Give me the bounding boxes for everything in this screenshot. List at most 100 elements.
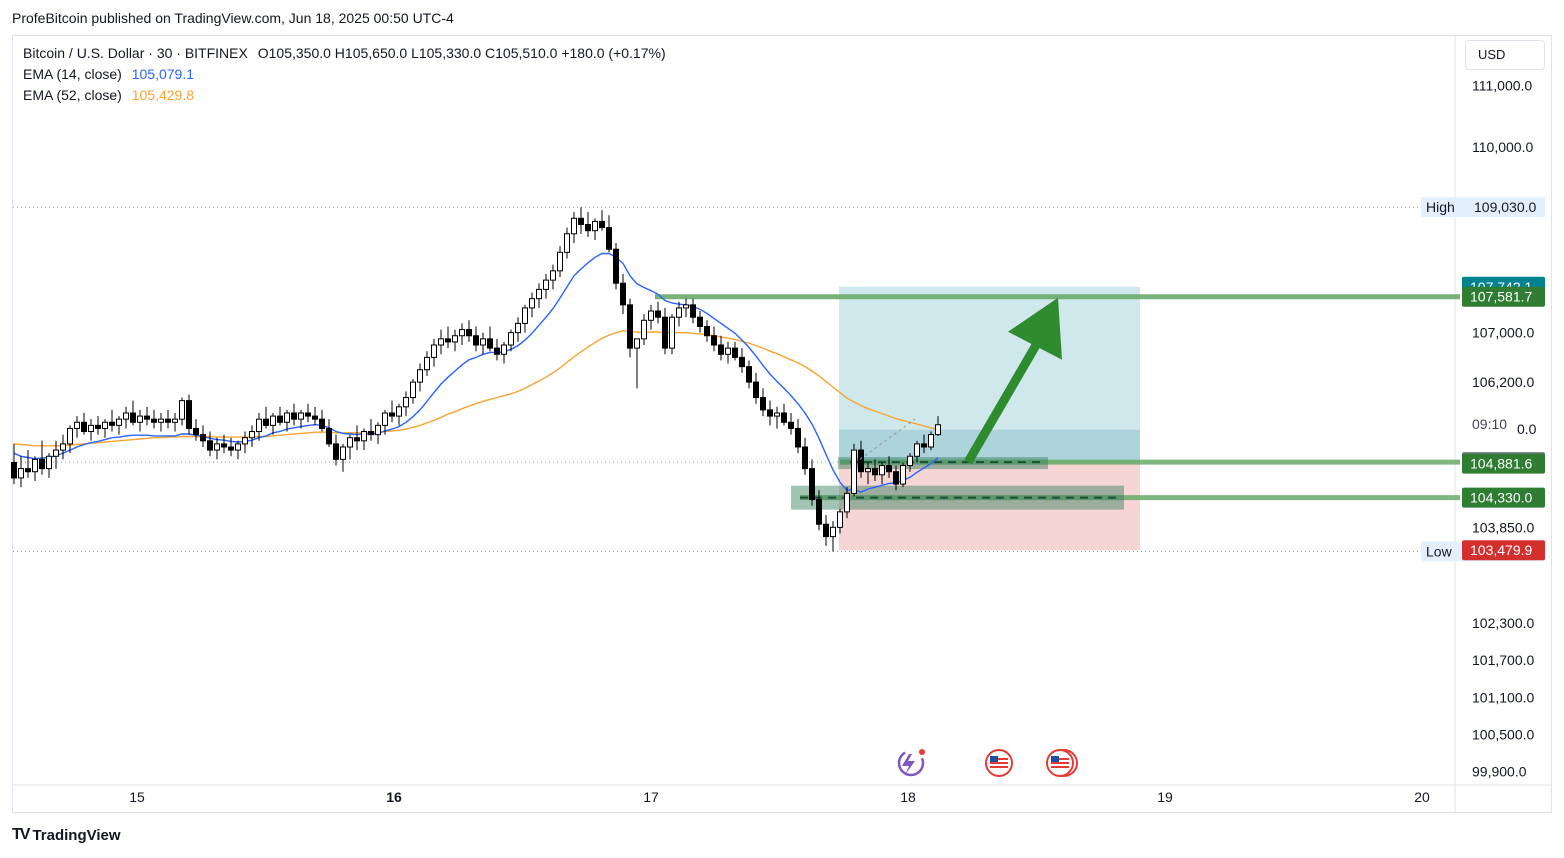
candle-body	[487, 338, 493, 349]
candle-body	[326, 427, 332, 445]
candle-body	[634, 338, 640, 349]
candle-body	[886, 465, 892, 473]
lightning-sparkle-icon	[897, 749, 925, 777]
price-label-bg	[1462, 453, 1545, 474]
candle-body	[214, 443, 220, 451]
candle-body	[473, 335, 479, 346]
candle-body	[46, 455, 52, 470]
candle-body	[172, 418, 178, 423]
x-tick-label: 15	[129, 789, 145, 805]
candle-body	[578, 217, 584, 225]
candle-body	[655, 310, 661, 318]
candle-body	[529, 298, 535, 309]
candle-body	[599, 220, 605, 229]
candle-body	[39, 458, 45, 470]
candle-body	[354, 437, 360, 442]
candle-body	[536, 288, 542, 300]
candles-group	[11, 207, 941, 552]
candle-body	[109, 421, 115, 426]
candle-body	[851, 449, 857, 494]
candle-body	[907, 455, 913, 467]
candle-body	[165, 418, 171, 423]
low-label-text: Low	[1426, 543, 1453, 559]
candle-body	[130, 412, 136, 423]
y-tick-label: 99,900.0	[1472, 763, 1527, 779]
price-label-bg	[1462, 540, 1545, 561]
candle-body	[613, 248, 619, 284]
lightning-ring	[897, 749, 925, 777]
flag-stripe	[1051, 758, 1069, 760]
candle-body	[459, 329, 465, 337]
candle-body	[74, 421, 80, 429]
candle-body	[774, 412, 780, 417]
us-flag-icon	[985, 749, 1013, 777]
lightning-bolt	[902, 754, 915, 775]
candle-body	[865, 468, 871, 473]
candle-body	[32, 458, 38, 473]
ema14-line	[13, 252, 939, 493]
candle-body	[914, 443, 920, 457]
candle-body	[767, 409, 773, 417]
candle-body	[340, 446, 346, 460]
y-tick-label: 103,850.0	[1472, 519, 1534, 535]
ohlc-values: O105,350.0 H105,650.0 L105,330.0 C105,51…	[257, 45, 666, 61]
candle-body	[564, 233, 570, 253]
candle-body	[235, 443, 241, 451]
price-label-bg	[1462, 286, 1545, 307]
candle-body	[669, 316, 675, 349]
y-tick-label: 100,500.0	[1472, 726, 1534, 742]
us-flag-double-icon	[1046, 749, 1074, 777]
candle-body	[466, 329, 472, 337]
candle-body	[81, 421, 87, 433]
candle-body	[620, 282, 626, 306]
footer-brand[interactable]: TV TradingView	[12, 826, 121, 844]
price-label-bg	[1462, 487, 1545, 508]
candle-body	[732, 347, 738, 358]
y-tick-label: 101,700.0	[1472, 652, 1534, 668]
candle-body	[795, 427, 801, 448]
candle-body	[242, 437, 248, 445]
symbol-legend[interactable]: Bitcoin / U.S. Dollar · 30 · BITFINEX O1…	[23, 45, 666, 61]
candle-body	[802, 446, 808, 470]
candle-body	[403, 397, 409, 408]
candle-body	[641, 319, 647, 340]
ema14-label: EMA (14, close)	[23, 66, 122, 82]
price-label-text: 104,881.6	[1470, 456, 1532, 472]
x-tick-label: 18	[900, 789, 916, 805]
flag-stripe	[990, 762, 1008, 764]
candle-body	[319, 418, 325, 429]
candle-body	[788, 421, 794, 429]
candle-body	[424, 356, 430, 371]
candle-body	[249, 431, 255, 439]
candle-body	[25, 468, 31, 473]
candle-body	[676, 307, 682, 318]
flag-stripe	[990, 758, 1008, 760]
countdown-label: 09:10	[1472, 416, 1507, 432]
candle-body	[207, 440, 213, 451]
candle-body	[417, 369, 423, 383]
candle-body	[823, 523, 829, 538]
ema52-legend[interactable]: EMA (52, close) 105,429.8	[23, 87, 194, 103]
candle-body	[53, 449, 59, 457]
ema52-value: 105,429.8	[131, 87, 195, 103]
candle-body	[858, 449, 864, 473]
currency-selector[interactable]: USD	[1465, 40, 1545, 70]
candle-body	[179, 400, 185, 420]
flag-stripe	[990, 766, 1008, 768]
candle-body	[452, 335, 458, 343]
candle-body	[256, 418, 262, 433]
candle-body	[550, 270, 556, 281]
candle-body	[508, 332, 514, 346]
candle-body	[704, 325, 710, 337]
symbol-title: Bitcoin / U.S. Dollar · 30 · BITFINEX	[23, 45, 248, 61]
candle-body	[410, 381, 416, 399]
publisher-line: ProfeBitcoin published on TradingView.co…	[12, 10, 454, 26]
candle-body	[151, 418, 157, 423]
y-tick-label: 101,100.0	[1472, 689, 1534, 705]
flag-stripe	[1051, 762, 1069, 764]
candle-body	[746, 366, 752, 383]
candle-body	[480, 338, 486, 346]
ema14-legend[interactable]: EMA (14, close) 105,079.1	[23, 66, 194, 82]
candle-body	[921, 443, 927, 448]
